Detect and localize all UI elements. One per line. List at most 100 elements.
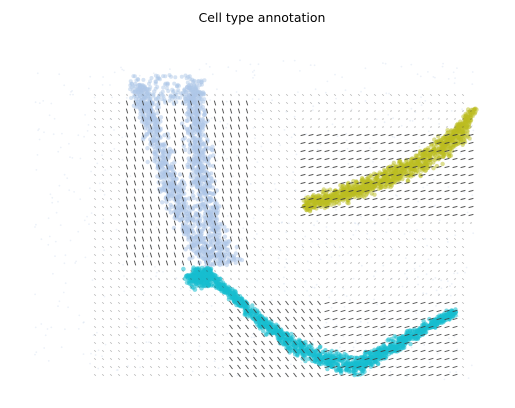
cell-point-cyan	[413, 329, 419, 335]
cell-point-cyan	[230, 290, 236, 296]
cell-point-blue	[137, 94, 142, 99]
cell-point-olive	[445, 136, 450, 141]
cell-point	[373, 239, 375, 241]
cell-point	[52, 133, 55, 136]
cell-point	[113, 129, 115, 131]
cell-point	[355, 340, 357, 342]
cell-point	[410, 346, 413, 349]
cell-point-blue	[215, 252, 220, 258]
cell-point-olive	[473, 106, 478, 111]
cell-point	[84, 256, 87, 259]
cell-point	[285, 231, 288, 234]
cell-point	[38, 128, 40, 130]
cell-point-olive	[447, 138, 452, 143]
cell-point-blue	[188, 234, 194, 240]
cell-point	[111, 96, 113, 99]
cell-point	[54, 240, 57, 243]
cell-point	[384, 62, 387, 65]
cell-point-blue	[207, 196, 213, 201]
cell-point	[406, 375, 408, 378]
cell-point-cyan	[264, 320, 270, 325]
cell-point	[382, 264, 385, 267]
cell-point	[338, 150, 341, 153]
cell-point	[90, 170, 92, 173]
cell-point	[256, 161, 259, 164]
cell-point-blue	[207, 183, 213, 189]
cell-point	[121, 68, 124, 71]
cell-point-olive	[344, 184, 350, 190]
cell-point	[427, 130, 430, 133]
cell-point-blue	[191, 243, 197, 249]
cell-point	[58, 184, 61, 187]
cell-point	[373, 298, 375, 301]
cell-points	[34, 59, 479, 381]
cell-point	[36, 154, 39, 156]
cell-point-blue	[166, 171, 172, 177]
cell-point-blue	[161, 173, 167, 179]
cell-point	[113, 71, 116, 74]
cell-point-blue	[209, 232, 214, 238]
cell-point-blue	[185, 164, 190, 170]
cell-point	[184, 341, 187, 344]
cell-point	[282, 276, 285, 279]
cell-point-olive	[338, 187, 344, 192]
cell-point	[235, 248, 238, 251]
cell-point	[311, 109, 314, 112]
cell-point	[471, 83, 474, 85]
cell-point	[418, 101, 421, 104]
cell-point-blue	[160, 154, 165, 159]
cell-point-olive	[466, 117, 471, 122]
cell-point-blue	[234, 244, 240, 250]
cell-point	[386, 321, 389, 324]
cell-point	[210, 117, 213, 120]
cell-point	[102, 76, 104, 78]
cell-point	[467, 377, 470, 379]
cell-point	[225, 100, 228, 103]
cell-point-olive	[468, 114, 473, 119]
cell-point	[419, 75, 422, 78]
cell-point	[155, 271, 158, 274]
cell-point	[434, 277, 437, 279]
cell-point	[50, 102, 53, 105]
cell-point	[350, 108, 353, 111]
cell-point	[222, 153, 225, 156]
cell-point-olive	[462, 118, 467, 123]
cell-point-cyan	[223, 286, 229, 292]
cell-point	[116, 369, 119, 371]
cell-point-cyan	[261, 328, 266, 334]
cell-point	[277, 257, 280, 260]
cell-point-blue	[227, 239, 232, 244]
cell-point	[125, 97, 128, 99]
cell-point-olive	[453, 128, 457, 133]
cell-point-olive	[379, 185, 385, 190]
cell-point	[191, 370, 194, 373]
cell-point	[273, 182, 276, 185]
cell-point-blue	[196, 129, 201, 134]
cell-point	[384, 312, 386, 315]
cell-point	[189, 289, 192, 292]
cell-point	[103, 249, 106, 252]
cell-point	[395, 365, 397, 368]
cell-point	[330, 306, 333, 309]
cell-point	[154, 266, 156, 268]
cell-point	[82, 353, 85, 355]
cell-point	[420, 104, 423, 106]
cell-point	[51, 196, 54, 199]
cell-point	[251, 333, 254, 336]
cell-point	[314, 88, 317, 91]
cell-point-cyan	[375, 351, 381, 356]
cell-point-olive	[432, 157, 438, 163]
cell-point-blue	[185, 130, 191, 136]
cell-point	[122, 263, 124, 266]
cell-point-olive	[459, 122, 464, 127]
cell-point-blue	[210, 213, 215, 218]
cell-point	[87, 87, 90, 90]
cell-point	[394, 319, 397, 322]
cell-point	[301, 248, 304, 251]
cell-point-olive	[408, 158, 413, 163]
cell-point	[72, 93, 74, 96]
cell-point-blue	[184, 229, 190, 234]
cell-point	[418, 145, 421, 148]
cell-point-blue	[196, 120, 201, 125]
